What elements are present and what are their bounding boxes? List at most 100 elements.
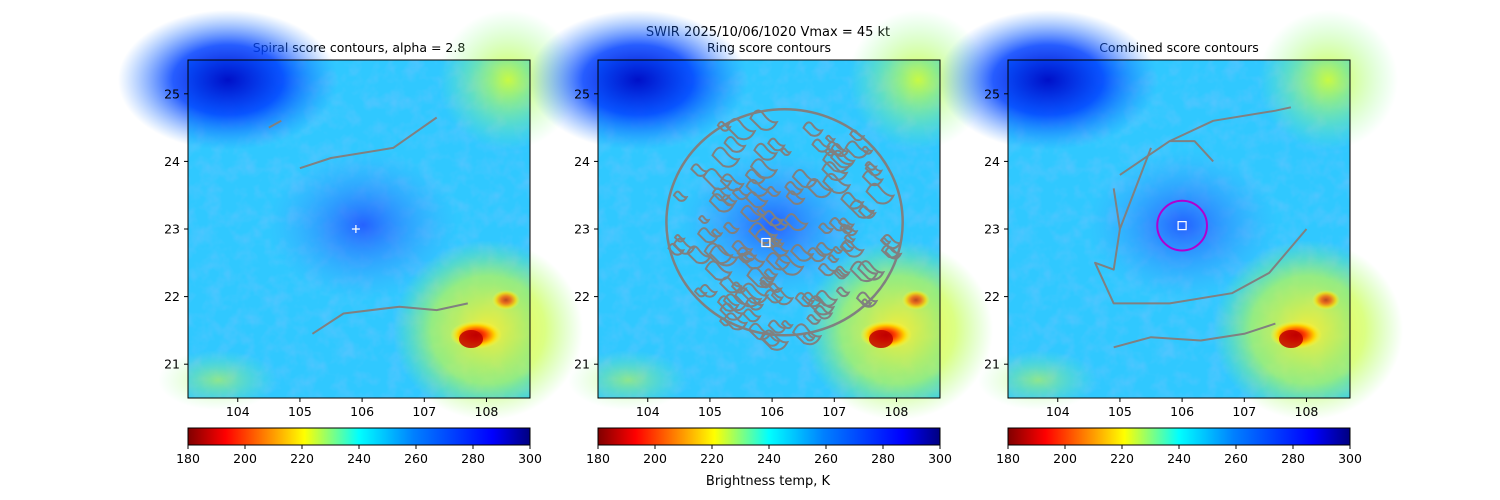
x-axis: 104 105 106 107 108	[1046, 398, 1319, 419]
ring-contour	[771, 243, 790, 257]
ring-contour	[767, 319, 787, 334]
y-tick-label: 22	[574, 289, 590, 304]
ring-contour	[698, 284, 719, 298]
ring-contour	[864, 162, 884, 177]
score-contour	[1094, 188, 1308, 305]
x-tick-label: 106	[1170, 404, 1194, 419]
ring-contour	[749, 158, 779, 179]
score-contour	[268, 119, 282, 129]
score-contour	[299, 116, 438, 170]
x-tick-label: 108	[475, 404, 499, 419]
colorbar-ticks: 180 200 220 240 260 280 300	[586, 445, 952, 466]
colorbar-tick-label: 300	[928, 451, 952, 466]
ring-contour	[834, 265, 851, 278]
x-tick-label: 105	[1108, 404, 1132, 419]
ring-contour	[855, 291, 879, 308]
ring-contour	[824, 134, 836, 143]
score-contour	[1118, 147, 1152, 230]
ring-contour	[811, 138, 831, 153]
colorbar-tick-label: 280	[1281, 451, 1305, 466]
ring-contour	[763, 268, 779, 280]
ring-contour	[791, 168, 819, 189]
x-axis: 104 105 106 107 108	[636, 398, 908, 419]
x-tick-label: 108	[1295, 404, 1319, 419]
ring-contour	[702, 168, 733, 191]
ring-contour	[849, 260, 879, 283]
colorbar-tick-label: 200	[643, 451, 667, 466]
colorbar-tick-label: 260	[404, 451, 428, 466]
y-tick-label: 25	[164, 86, 180, 101]
x-tick-label: 105	[288, 404, 312, 419]
ring-contour	[716, 295, 740, 312]
ring-contour	[722, 293, 748, 312]
ring-contour	[745, 178, 771, 197]
ring-contour	[835, 286, 851, 298]
ring-contour	[740, 204, 764, 223]
y-tick-label: 21	[574, 357, 590, 372]
y-tick-label: 24	[574, 154, 590, 169]
y-tick-label: 22	[164, 289, 180, 304]
colorbar: 180 200 220 240 260 280 300	[586, 427, 952, 466]
colorbar-tick-label: 280	[871, 451, 895, 466]
panel-spiral: Spiral score contours, alpha = 2.8 104 10…	[118, 10, 583, 466]
ring-contour	[817, 222, 834, 235]
ring-contour	[765, 252, 791, 271]
ring-contour	[703, 242, 734, 265]
colorbar: 180 200 220 240 260 280 300	[996, 427, 1362, 466]
ring-contour	[805, 177, 834, 199]
colorbar-tick-label: 200	[233, 451, 257, 466]
ring-contour	[731, 187, 750, 201]
ring-contour	[745, 297, 765, 311]
panel-ring: Ring score contours 104 105 106 107 108 2122…	[528, 10, 993, 466]
y-tick-label: 24	[984, 154, 1000, 169]
ring-contour	[864, 161, 878, 171]
ring-contour	[880, 234, 902, 250]
ring-contour	[711, 187, 731, 202]
x-axis: 104 105 106 107 108	[226, 398, 499, 419]
x-tick-label: 104	[636, 404, 660, 419]
ring-contour	[840, 191, 865, 210]
ring-contour	[780, 147, 792, 156]
panel-combined: Combined score contours 104 105 106 107 108 …	[938, 10, 1403, 466]
center-marker	[351, 225, 360, 233]
contour-layer	[665, 107, 904, 351]
score-contour	[1119, 106, 1292, 176]
y-tick-label: 23	[164, 222, 180, 237]
ring-contour	[821, 161, 849, 182]
colorbar-tick-label: 260	[814, 451, 838, 466]
ring-contour	[697, 215, 711, 224]
colorbar-tick-label: 240	[757, 451, 781, 466]
ring-contour	[780, 320, 794, 330]
ring-contour	[696, 227, 720, 244]
marker-layer	[351, 225, 360, 233]
ring-contour	[672, 237, 696, 255]
colorbar-tick-label: 240	[1167, 451, 1191, 466]
contour-layer	[1094, 106, 1308, 349]
ring-contour	[739, 250, 766, 270]
colorbar-tick-label: 220	[1110, 451, 1134, 466]
ring-contour	[722, 221, 740, 235]
colorbar-tick-label: 300	[518, 451, 542, 466]
x-tick-label: 106	[350, 404, 374, 419]
y-tick-label: 25	[574, 86, 590, 101]
y-tick-label: 21	[164, 357, 180, 372]
ring-contour	[704, 260, 733, 281]
ring-contour	[815, 241, 835, 256]
ring-contour	[794, 292, 816, 308]
y-tick-label: 24	[164, 154, 180, 169]
ring-contour	[770, 288, 795, 306]
marker-layer	[761, 237, 771, 248]
x-tick-label: 104	[1046, 404, 1070, 419]
ring-contour	[723, 312, 749, 331]
marker-layer	[1156, 199, 1208, 252]
ring-contour	[753, 142, 779, 161]
x-tick-label: 106	[760, 404, 784, 419]
center-marker	[761, 237, 771, 248]
ring-contour	[723, 135, 747, 153]
center-marker	[1177, 221, 1187, 231]
ring-contour	[719, 302, 745, 321]
ring-contour	[690, 163, 710, 177]
colorbar-label: Brightness temp, K	[706, 474, 831, 489]
ring-contour	[731, 240, 754, 256]
